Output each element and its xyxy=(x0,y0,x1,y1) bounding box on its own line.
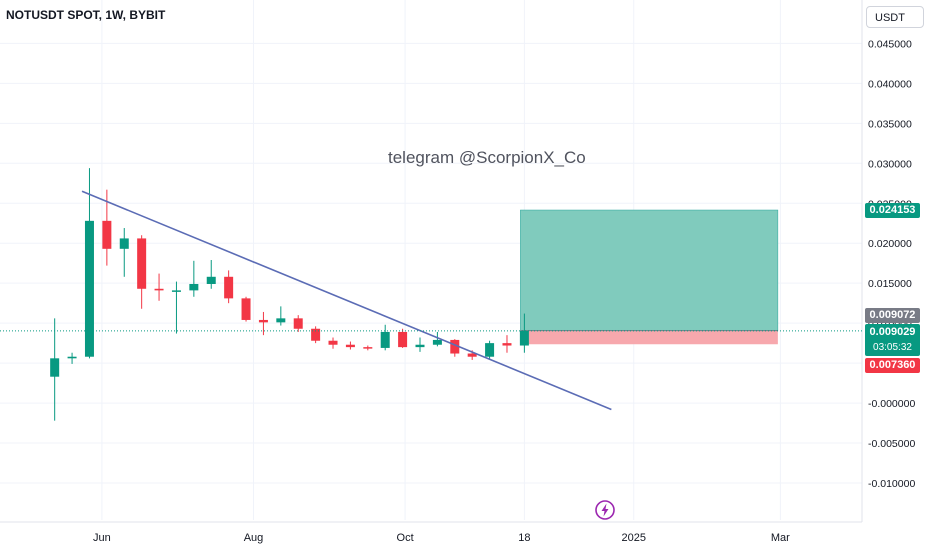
candle-body xyxy=(258,319,268,323)
candle-body xyxy=(380,331,390,348)
entry-price-tag: 0.009072 xyxy=(865,308,920,323)
y-tick-label: -0.000000 xyxy=(868,398,915,410)
descending-trendline[interactable] xyxy=(81,190,612,411)
target-zone[interactable] xyxy=(520,209,779,331)
y-tick-label: 0.030000 xyxy=(868,158,912,170)
x-tick-label: Oct xyxy=(397,532,414,544)
bar-countdown: 03:05:32 xyxy=(873,342,912,353)
candle-body xyxy=(450,339,460,354)
candle-body xyxy=(50,358,60,377)
stop-price-tag: 0.007360 xyxy=(865,358,920,373)
candle-body xyxy=(432,339,442,345)
y-tick-label: 0.040000 xyxy=(868,78,912,90)
candle-body xyxy=(363,347,373,349)
candle-body xyxy=(102,220,112,249)
trendline[interactable] xyxy=(81,190,612,411)
candle-body xyxy=(467,353,477,357)
long-position-tool[interactable] xyxy=(520,209,779,345)
telegram-watermark: telegram @ScorpionX_Co xyxy=(388,148,586,167)
last-price-tag: 0.009029 03:05:32 xyxy=(865,324,920,356)
x-tick-label: 18 xyxy=(518,532,530,544)
symbol-title: NOTUSDT SPOT, 1W, BYBIT xyxy=(6,8,166,22)
candle-body xyxy=(241,298,251,320)
candle-body xyxy=(502,343,512,346)
candle-body xyxy=(485,343,495,357)
candle-body xyxy=(276,318,286,323)
x-tick-label: Jun xyxy=(93,532,111,544)
candle-body xyxy=(398,331,408,348)
x-tick-label: Aug xyxy=(244,532,264,544)
candle-body xyxy=(84,220,94,357)
candle-body xyxy=(415,344,425,348)
target-price-tag: 0.024153 xyxy=(865,203,920,218)
candle-body xyxy=(328,340,338,345)
candle-body xyxy=(119,238,129,249)
y-tick-label: 0.020000 xyxy=(868,238,912,250)
candle-body xyxy=(171,290,181,292)
candle-body xyxy=(345,344,355,348)
candle-body xyxy=(206,276,216,284)
candle-body xyxy=(137,238,147,289)
candle-body xyxy=(224,276,234,299)
candlestick-series xyxy=(50,168,529,421)
y-tick-label: 0.015000 xyxy=(868,278,912,290)
currency-selector[interactable]: USDT xyxy=(866,6,924,28)
y-tick-label: 0.045000 xyxy=(868,38,912,50)
x-tick-label: Mar xyxy=(771,532,790,544)
last-price-value: 0.009029 xyxy=(869,326,916,338)
stop-zone[interactable] xyxy=(520,330,778,345)
y-tick-label: -0.005000 xyxy=(868,438,915,450)
candle-body xyxy=(67,356,77,359)
y-tick-label: 0.035000 xyxy=(868,118,912,130)
candle-body xyxy=(154,288,164,291)
candle-body xyxy=(189,283,199,291)
axes: 0.0450000.0400000.0350000.0300000.025000… xyxy=(0,0,915,544)
candle-body xyxy=(519,330,529,346)
y-tick-label: -0.010000 xyxy=(868,478,915,490)
candle-body xyxy=(311,328,321,341)
lightning-bolt-icon[interactable] xyxy=(594,499,616,521)
x-tick-label: 2025 xyxy=(621,532,645,544)
candle-body xyxy=(293,318,303,329)
